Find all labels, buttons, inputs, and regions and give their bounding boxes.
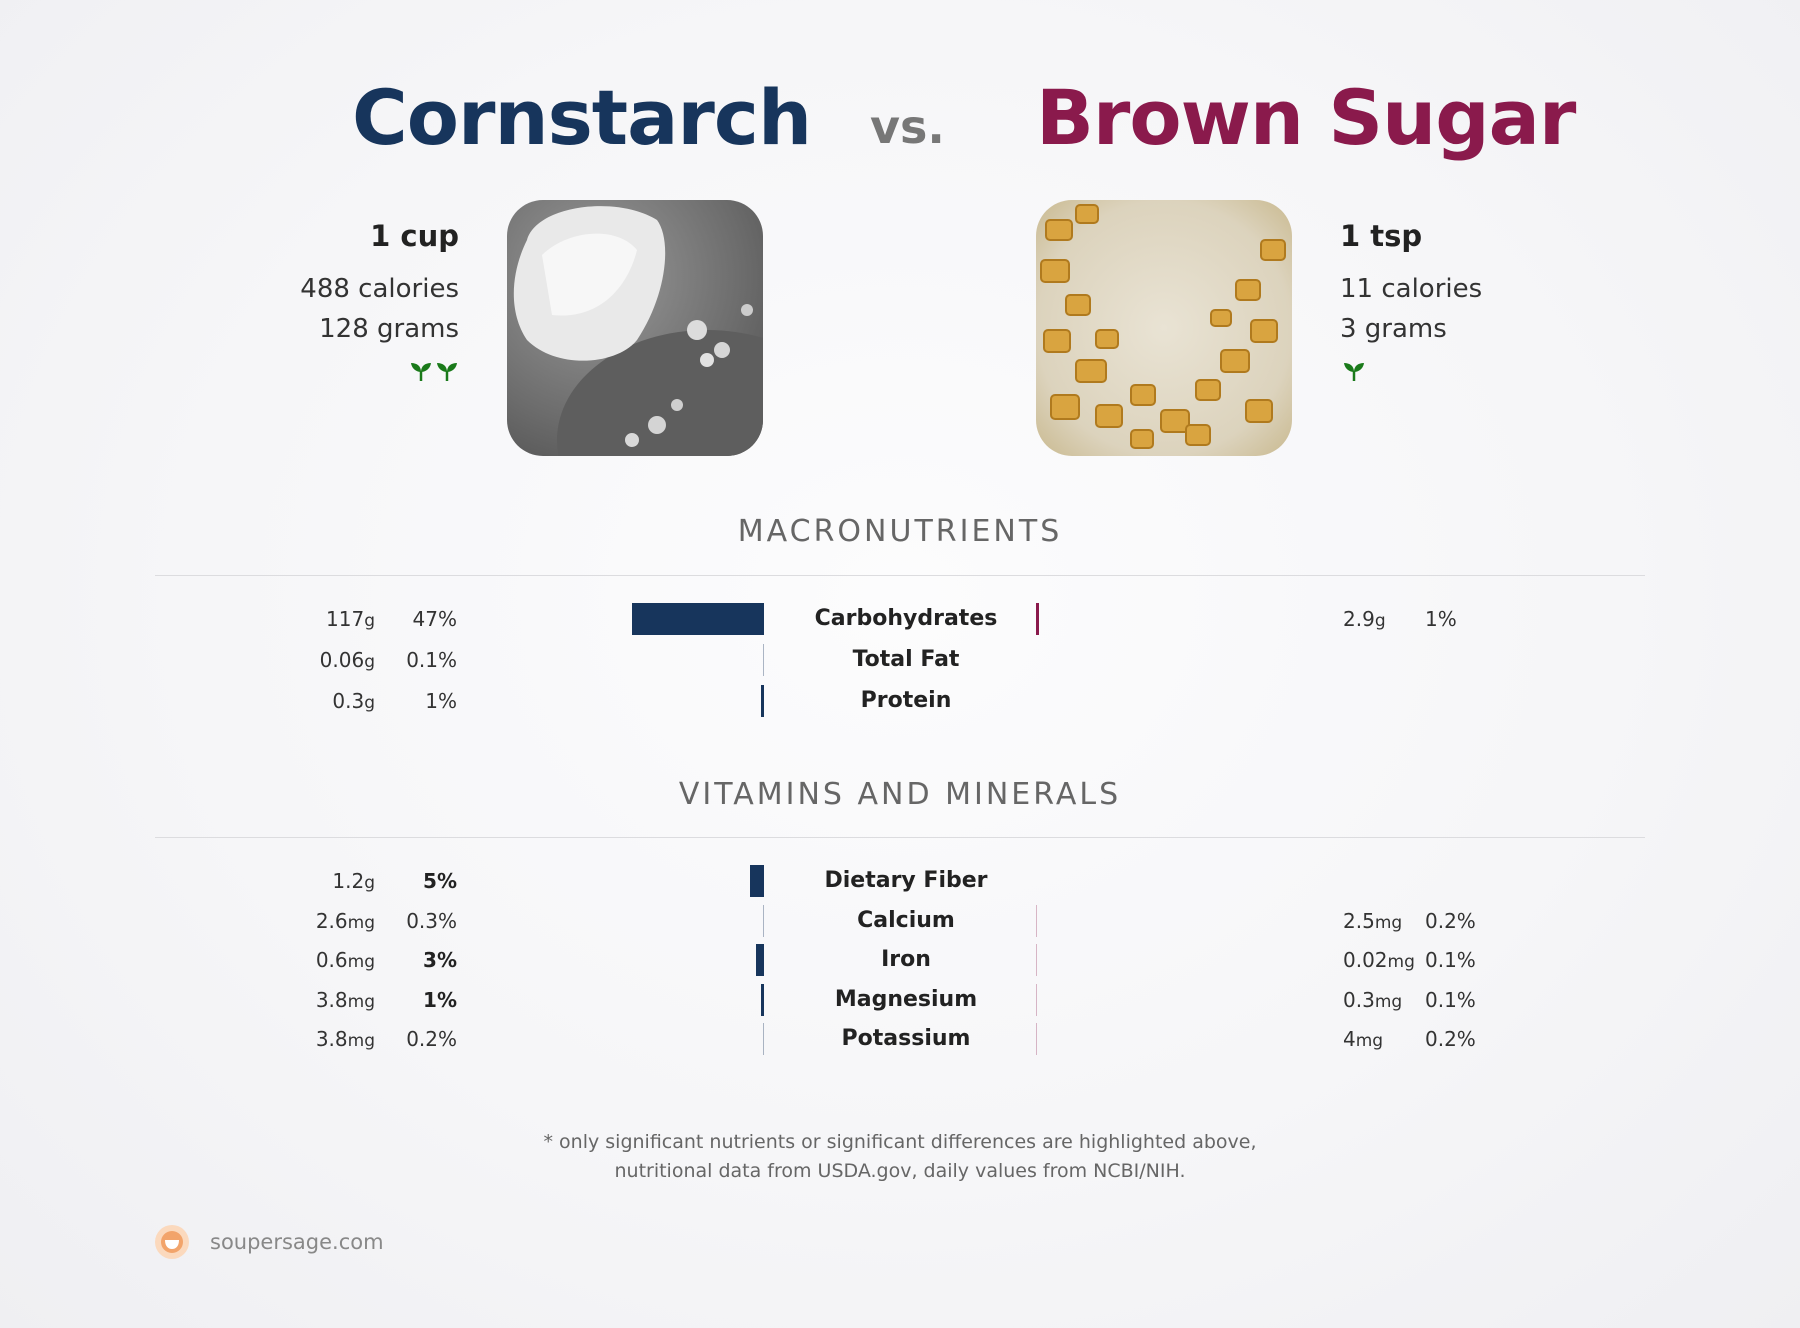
nutrient-row: 3.8mg 0.2% Potassium 4mg 0.2% xyxy=(0,1020,1800,1056)
right-bar xyxy=(1036,944,1037,976)
left-percent: 0.1% xyxy=(406,648,457,672)
nutrient-name: Dietary Fiber xyxy=(824,868,988,893)
left-bar xyxy=(763,644,764,676)
right-percent: 0.2% xyxy=(1425,908,1476,933)
sprout-icon xyxy=(411,363,431,381)
right-percent: 0.1% xyxy=(1425,948,1476,972)
nutrient-name: Protein xyxy=(860,688,952,713)
sprout-icon xyxy=(1344,363,1364,381)
right-bar xyxy=(1036,904,1037,937)
left-percent: 47% xyxy=(412,607,457,631)
left-amount: 3.8mg xyxy=(315,987,375,1012)
left-amount: 1.2g xyxy=(332,869,375,893)
right-bar xyxy=(1036,983,1037,1016)
right-food-title: Brown Sugar xyxy=(1036,73,1576,162)
left-bar xyxy=(755,944,764,976)
footnote-line-1: * only significant nutrients or signific… xyxy=(543,1131,1257,1153)
nutrient-name: Calcium xyxy=(857,907,955,933)
nutrient-row: 0.3g 1% Protein xyxy=(0,682,1800,718)
right-amount: 0.02mg xyxy=(1343,948,1415,972)
left-serving-size: 1 cup xyxy=(370,219,459,253)
nutrient-row: 2.6mg 0.3% Calcium 2.5mg 0.2% xyxy=(0,902,1800,938)
right-bar xyxy=(1036,603,1039,635)
macronutrients-heading: MACRONUTRIENTS xyxy=(737,514,1063,549)
soupersage-logo-icon xyxy=(154,1224,190,1260)
nutrient-name: Total Fat xyxy=(852,647,960,672)
left-bar xyxy=(632,603,764,635)
left-sprout-icons xyxy=(407,360,459,386)
left-amount: 0.6mg xyxy=(315,948,375,972)
sprout-icon xyxy=(437,363,457,381)
right-calories: 11 calories xyxy=(1340,274,1483,304)
right-amount: 2.5mg xyxy=(1343,908,1403,933)
nutrient-row: 0.06g 0.1% Total Fat xyxy=(0,641,1800,677)
right-grams: 3 grams xyxy=(1340,314,1447,344)
nutrient-row: 3.8mg 1% Magnesium 0.3mg 0.1% xyxy=(0,981,1800,1017)
cornstarch-photo xyxy=(507,200,763,456)
left-percent: 5% xyxy=(423,869,457,893)
left-bar xyxy=(761,983,764,1016)
right-percent: 0.2% xyxy=(1425,1027,1476,1051)
left-bar xyxy=(761,685,764,717)
right-percent: 1% xyxy=(1425,607,1457,631)
vs-label: vs. xyxy=(870,100,945,154)
left-amount: 3.8mg xyxy=(315,1027,375,1051)
vitamins-heading: VITAMINS AND MINERALS xyxy=(678,777,1122,812)
left-amount: 0.3g xyxy=(332,689,375,713)
right-amount: 2.9g xyxy=(1343,607,1386,631)
nutrient-row: 0.6mg 3% Iron 0.02mg 0.1% xyxy=(0,941,1800,977)
nutrient-name: Potassium xyxy=(841,1026,971,1051)
left-percent: 1% xyxy=(423,987,457,1012)
brand-link[interactable]: soupersage.com xyxy=(210,1230,384,1254)
right-serving-size: 1 tsp xyxy=(1340,219,1423,253)
right-sprout-icons xyxy=(1340,360,1366,386)
left-percent: 1% xyxy=(425,689,457,713)
right-amount: 4mg xyxy=(1343,1027,1384,1051)
footnote-line-2: nutritional data from USDA.gov, daily va… xyxy=(614,1160,1186,1182)
left-bar xyxy=(763,904,764,937)
brown-sugar-photo xyxy=(1036,200,1292,456)
left-bar xyxy=(763,1023,764,1055)
macronutrients-divider xyxy=(155,575,1645,576)
left-percent: 3% xyxy=(423,948,457,972)
left-amount: 0.06g xyxy=(319,648,375,672)
right-bar xyxy=(1036,1023,1037,1055)
nutrient-row: 117g 47% Carbohydrates 2.9g 1% xyxy=(0,600,1800,636)
nutrient-name: Iron xyxy=(881,947,931,972)
left-bar xyxy=(749,865,764,897)
vitamins-divider xyxy=(155,837,1645,838)
nutrient-name: Carbohydrates xyxy=(814,606,998,631)
left-percent: 0.3% xyxy=(406,908,457,933)
right-percent: 0.1% xyxy=(1425,987,1476,1012)
left-amount: 117g xyxy=(326,607,375,631)
left-amount: 2.6mg xyxy=(315,908,375,933)
left-percent: 0.2% xyxy=(406,1027,457,1051)
nutrient-name: Magnesium xyxy=(834,986,978,1012)
nutrient-row: 1.2g 5% Dietary Fiber xyxy=(0,862,1800,898)
left-food-title: Cornstarch xyxy=(352,73,812,162)
left-calories: 488 calories xyxy=(300,274,459,304)
left-grams: 128 grams xyxy=(319,314,459,344)
right-amount: 0.3mg xyxy=(1343,987,1403,1012)
